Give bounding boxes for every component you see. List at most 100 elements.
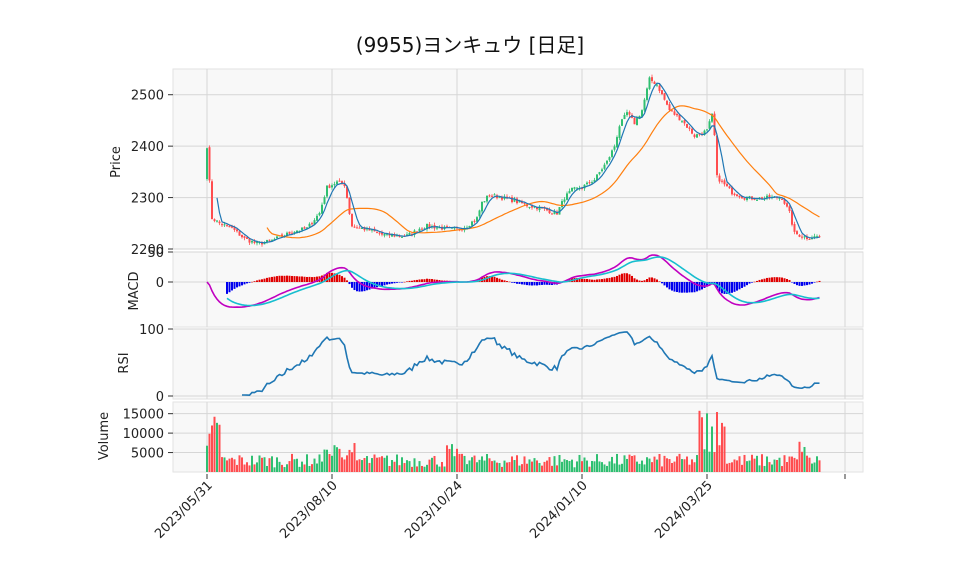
- macd-hist-bar: [288, 275, 291, 282]
- macd-hist-bar: [396, 282, 398, 283]
- macd-hist-bar: [726, 282, 728, 294]
- macd-hist-bar: [811, 282, 813, 284]
- macd-hist-bar: [266, 277, 268, 282]
- macd-hist-bar: [388, 282, 391, 285]
- macd-hist-bar: [666, 282, 668, 288]
- volume-bar: [316, 463, 318, 472]
- macd-hist-bar: [636, 279, 638, 282]
- macd-hist-bar: [441, 280, 443, 282]
- volume-bar: [701, 417, 703, 472]
- volume-bar: [736, 460, 738, 472]
- candle-body: [753, 198, 756, 200]
- candle-body: [796, 231, 798, 235]
- macd-hist-bar: [771, 277, 773, 282]
- macd-hist-bar: [336, 273, 338, 282]
- macd-hist-bar: [313, 276, 316, 282]
- candle-body: [341, 181, 343, 184]
- candle-body: [598, 172, 601, 175]
- volume-bar: [586, 460, 588, 472]
- macd-hist-bar: [816, 281, 818, 283]
- x-tick-label: 2023/10/24: [402, 478, 466, 542]
- candle-body: [561, 201, 563, 207]
- candle-body: [813, 236, 816, 238]
- macd-hist-bar: [281, 275, 283, 282]
- candle-body: [518, 200, 521, 203]
- candle-body: [568, 190, 571, 194]
- candle-body: [261, 242, 263, 245]
- volume-bar: [278, 461, 281, 472]
- candle-body: [316, 215, 318, 221]
- candle-body: [401, 236, 403, 238]
- volume-bar: [208, 433, 211, 472]
- macd-hist-bar: [391, 282, 393, 284]
- volume-bar: [258, 455, 261, 472]
- macd-hist-bar: [536, 282, 538, 286]
- volume-bar: [676, 456, 678, 472]
- candle-body: [651, 77, 653, 82]
- macd-hist-bar: [488, 276, 491, 282]
- candle-body: [213, 219, 216, 222]
- macd-hist-bar: [733, 282, 736, 292]
- candle-body: [618, 126, 621, 138]
- volume-bar: [648, 458, 651, 472]
- macd-hist-bar: [326, 272, 328, 282]
- candle-body: [253, 241, 256, 243]
- candle-body: [531, 206, 533, 208]
- macd-hist-bar: [253, 281, 256, 282]
- macd-hist-bar: [298, 276, 301, 282]
- candle-body: [586, 182, 588, 185]
- candle-body: [491, 195, 493, 197]
- macd-hist-bar: [601, 279, 603, 282]
- macd-hist-bar: [371, 282, 373, 289]
- candle-body: [643, 99, 646, 111]
- macd-hist-bar: [543, 282, 546, 285]
- macd-hist-bar: [801, 282, 803, 286]
- chart-title: (9955)ヨンキュウ [日足]: [356, 33, 584, 57]
- volume-bar: [616, 453, 618, 472]
- volume-bar: [226, 460, 228, 472]
- macd-hist-bar: [413, 280, 416, 282]
- volume-bar: [456, 448, 458, 472]
- macd-hist-bar: [591, 279, 593, 282]
- volume-bar: [486, 454, 488, 472]
- candle-body: [486, 195, 488, 202]
- candle-body: [268, 239, 271, 241]
- candle-body: [686, 123, 688, 128]
- macd-hist-bar: [773, 277, 776, 282]
- volume-bar: [568, 461, 571, 472]
- candle-body: [623, 114, 626, 119]
- candle-body: [236, 229, 238, 232]
- candle-body: [728, 186, 731, 189]
- volume-bar: [243, 464, 246, 472]
- volume-bar: [393, 461, 396, 472]
- volume-bar: [451, 444, 453, 472]
- candle-body: [653, 81, 656, 85]
- volume-bar: [458, 453, 461, 472]
- candle-body: [233, 227, 236, 230]
- volume-bar: [546, 460, 548, 472]
- candle-body: [788, 206, 791, 212]
- volume-bar: [288, 461, 291, 472]
- volume-bar: [748, 460, 751, 472]
- candle-body: [421, 228, 423, 230]
- macd-hist-bar: [706, 282, 708, 287]
- volume-bar: [403, 463, 406, 472]
- candle-body: [398, 236, 401, 238]
- volume-bar: [216, 422, 218, 472]
- volume-bar: [693, 462, 696, 472]
- macd-y-tick-label: 0: [156, 276, 164, 291]
- volume-bar: [428, 459, 431, 472]
- volume-bar: [538, 462, 541, 472]
- candle-body: [336, 181, 338, 185]
- volume-bar: [483, 460, 486, 472]
- volume-bar: [798, 441, 801, 472]
- volume-bar: [686, 456, 688, 472]
- volume-bar: [608, 461, 611, 472]
- candle-body: [301, 227, 303, 231]
- macd-hist-bar: [763, 278, 766, 282]
- macd-hist-bar: [503, 280, 506, 282]
- volume-bar: [668, 459, 671, 472]
- candle-body: [411, 233, 413, 236]
- volume-bar: [268, 458, 271, 472]
- candle-body: [608, 157, 611, 161]
